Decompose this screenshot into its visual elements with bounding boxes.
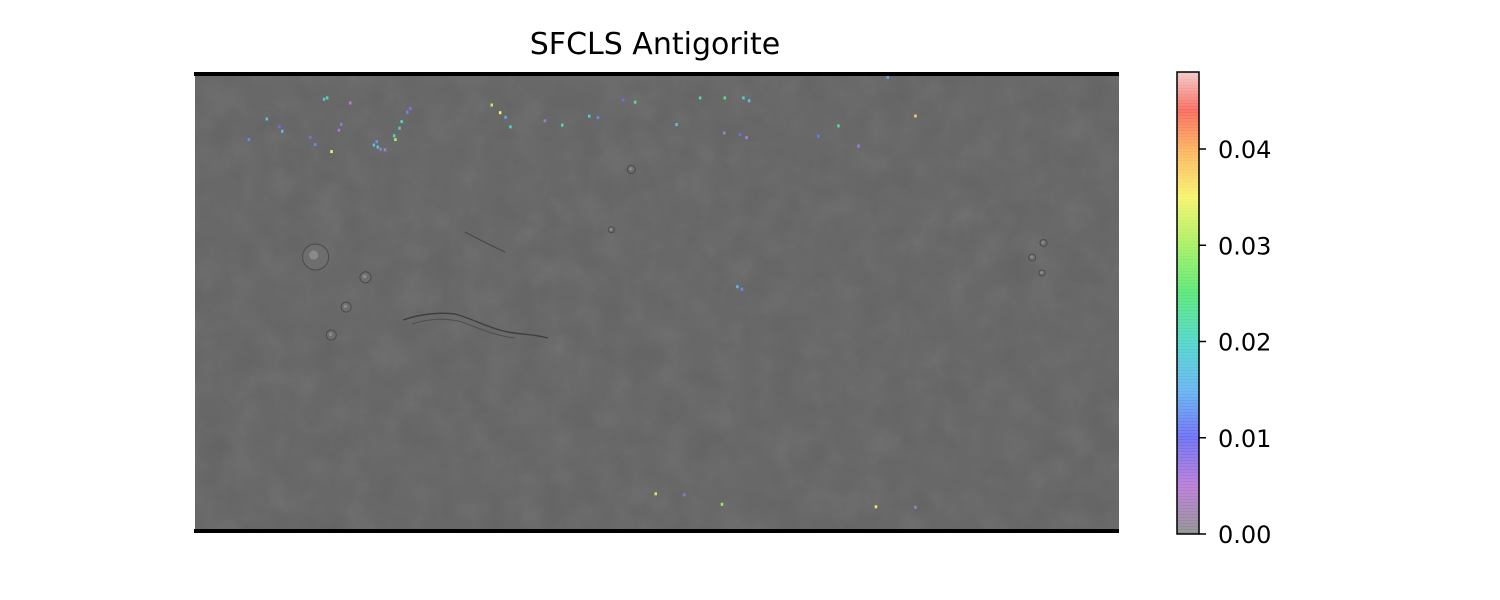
detection-point-27 xyxy=(544,119,547,122)
detection-point-11 xyxy=(349,102,352,105)
detection-point-28 xyxy=(561,124,564,127)
detection-point-52 xyxy=(914,506,917,509)
detection-point-2 xyxy=(278,125,281,128)
detection-point-35 xyxy=(724,96,727,99)
detection-point-34 xyxy=(699,96,702,99)
detection-point-47 xyxy=(741,288,744,291)
detection-point-44 xyxy=(914,115,917,118)
detection-point-1 xyxy=(266,118,269,121)
detection-point-23 xyxy=(491,104,494,107)
detection-point-43 xyxy=(857,145,860,148)
detection-point-24 xyxy=(499,111,502,114)
detection-point-25 xyxy=(504,116,507,119)
colorbar-tick-label-4: 0.04 xyxy=(1218,136,1271,164)
detection-point-16 xyxy=(384,148,387,151)
detection-point-49 xyxy=(683,493,686,496)
detection-point-30 xyxy=(597,116,600,119)
detection-point-42 xyxy=(837,124,840,127)
crater-2-summit xyxy=(609,228,612,231)
detection-point-48 xyxy=(655,492,658,495)
detection-point-6 xyxy=(323,98,326,101)
map-panel xyxy=(194,74,1119,532)
volcano-5-summit xyxy=(1030,255,1033,258)
detection-point-36 xyxy=(742,96,745,99)
detection-point-8 xyxy=(330,150,333,153)
detection-point-20 xyxy=(400,120,403,123)
colorbar-tick-label-0: 0.00 xyxy=(1218,521,1271,549)
volcano-4-summit xyxy=(1042,241,1045,244)
detection-point-13 xyxy=(376,140,379,143)
terrain-texture xyxy=(195,74,1119,532)
detection-point-37 xyxy=(748,99,751,102)
detection-point-15 xyxy=(379,148,382,151)
detection-point-29 xyxy=(588,115,591,118)
colorbar: 0.00 0.01 0.02 0.03 0.04 xyxy=(1177,72,1271,549)
colorbar-tick-label-2: 0.02 xyxy=(1218,329,1271,357)
detection-point-19 xyxy=(398,127,401,130)
detection-point-10 xyxy=(340,123,343,126)
detection-point-31 xyxy=(622,99,625,102)
detection-point-14 xyxy=(377,146,380,149)
detection-point-32 xyxy=(634,101,637,104)
detection-point-45 xyxy=(887,76,890,79)
volcano-2-summit xyxy=(344,305,348,309)
colorbar-ticks: 0.00 0.01 0.02 0.03 0.04 xyxy=(1199,136,1271,549)
detection-point-40 xyxy=(745,136,748,139)
volcano-6-summit xyxy=(1040,271,1043,274)
detection-point-4 xyxy=(309,136,312,139)
detection-point-21 xyxy=(406,111,409,114)
detection-point-26 xyxy=(509,125,512,128)
detection-point-5 xyxy=(314,143,317,146)
detection-point-38 xyxy=(723,132,726,135)
colorbar-tick-label-3: 0.03 xyxy=(1218,232,1271,260)
detection-point-12 xyxy=(373,144,376,147)
detection-point-3 xyxy=(281,130,284,133)
chart-title: SFCLS Antigorite xyxy=(530,27,780,62)
detection-point-18 xyxy=(394,138,397,141)
detection-point-22 xyxy=(409,107,412,110)
detection-point-33 xyxy=(675,123,678,126)
detection-point-50 xyxy=(721,503,724,506)
detection-point-51 xyxy=(875,505,878,508)
volcano-3-summit xyxy=(329,333,333,337)
detection-point-17 xyxy=(393,134,396,137)
detection-point-7 xyxy=(326,96,329,99)
crater-1-summit xyxy=(629,167,632,170)
detection-point-9 xyxy=(338,129,341,132)
detection-point-39 xyxy=(739,133,742,136)
volcano-1-summit xyxy=(363,275,367,279)
colorbar-tick-label-1: 0.01 xyxy=(1218,425,1271,453)
detection-point-41 xyxy=(817,135,820,138)
detection-point-46 xyxy=(736,285,739,288)
detection-point-0 xyxy=(248,138,251,141)
large-volcano-summit xyxy=(309,250,318,259)
